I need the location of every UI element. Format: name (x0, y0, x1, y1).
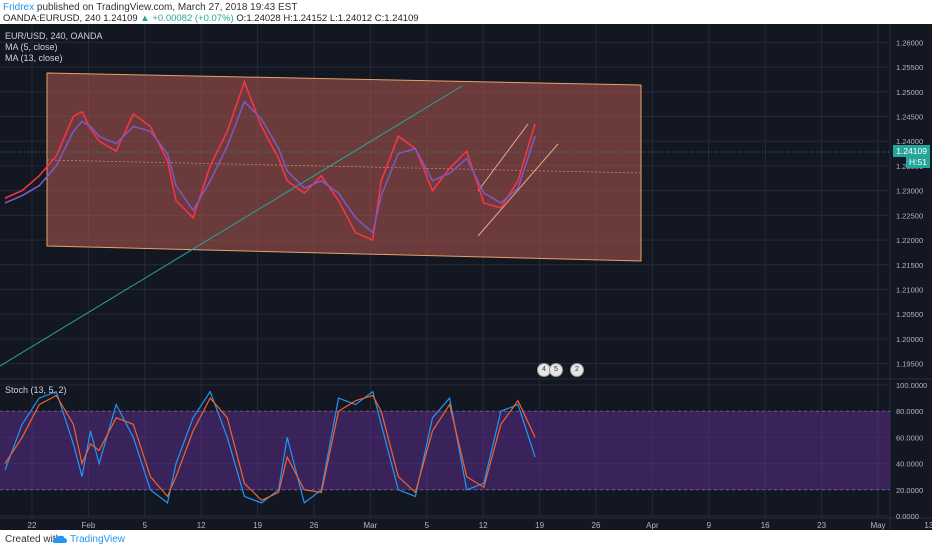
stoch-y-tick-label: 0.0000 (896, 512, 919, 521)
x-tick-label: 26 (592, 521, 601, 530)
y-tick-label: 1.24000 (896, 137, 923, 146)
chart-svg[interactable]: 22Feb5121926Mar5121926Apr91623May13:0011… (0, 24, 932, 530)
symbol-line: OANDA:EURUSD, 240 1.24109 (3, 13, 138, 24)
x-tick-label: 26 (310, 521, 319, 530)
x-tick-label: 12 (197, 521, 206, 530)
x-tick-label: 5 (425, 521, 430, 530)
y-tick-label: 1.25000 (896, 88, 923, 97)
low-value: L:1.24012 (329, 13, 373, 24)
event-flag-icon[interactable]: 4 (537, 363, 551, 377)
stoch-y-tick-label: 40.0000 (896, 460, 923, 469)
stoch-y-tick-label: 100.0000 (896, 381, 927, 390)
x-tick-label: 23 (817, 521, 826, 530)
stoch-y-tick-label: 20.0000 (896, 486, 923, 495)
x-tick-label: May (870, 521, 885, 530)
publish-header: Fridrex published on TradingView.com, Ma… (0, 0, 932, 24)
price-tag: 1.24109 (893, 145, 930, 157)
parallel-channel (46, 72, 642, 262)
x-tick-label: 16 (761, 521, 770, 530)
chart-area[interactable]: 22Feb5121926Mar5121926Apr91623May13:0011… (0, 24, 932, 530)
x-tick-label: 5 (143, 521, 148, 530)
legend-ma5[interactable]: MA (5, close) (5, 42, 58, 52)
x-tick-label: 12 (479, 521, 488, 530)
publish-line: Fridrex published on TradingView.com, Ma… (3, 2, 297, 13)
y-tick-label: 1.21500 (896, 261, 923, 270)
x-tick-label: Mar (364, 521, 378, 530)
trend-line (0, 85, 463, 367)
footer: Created with TradingView (0, 530, 932, 550)
stoch-d-line (4, 394, 536, 502)
tradingview-link[interactable]: TradingView (70, 534, 126, 545)
cloud-logo-icon (52, 535, 67, 543)
x-tick-label: 19 (535, 521, 544, 530)
y-tick-label: 1.19500 (896, 360, 923, 369)
x-tick-label: 22 (28, 521, 37, 530)
y-tick-label: 1.25500 (896, 63, 923, 72)
y-tick-label: 1.22500 (896, 211, 923, 220)
y-tick-label: 1.24500 (896, 113, 923, 122)
event-flag-icon[interactable]: 5 (549, 363, 563, 377)
y-tick-label: 1.22000 (896, 236, 923, 245)
y-tick-label: 1.21000 (896, 286, 923, 295)
stoch-band (0, 411, 890, 490)
trend-line-lower (477, 143, 559, 237)
ma5-line (4, 79, 536, 242)
ohlc-line: OANDA:EURUSD, 240 1.24109 ▲ +0.00082 (+0… (3, 13, 419, 24)
y-tick-label: 1.20500 (896, 310, 923, 319)
y-tick-label: 1.23000 (896, 187, 923, 196)
x-tick-label: 13:00 (924, 521, 932, 530)
open-value: O:1.24028 (236, 13, 281, 24)
y-tick-label: 1.20000 (896, 335, 923, 344)
x-tick-label: Apr (646, 521, 659, 530)
channel-midline (46, 159, 642, 174)
countdown-tag: H:51 (906, 156, 930, 168)
stoch-k-line (4, 390, 536, 504)
stoch-y-tick-label: 60.0000 (896, 433, 923, 442)
up-arrow-icon: ▲ (140, 13, 150, 24)
ma13-line (4, 100, 536, 235)
high-value: H:1.24152 (283, 13, 328, 24)
published-text: published on TradingView.com, March 27, … (34, 2, 298, 13)
x-tick-label: 9 (707, 521, 712, 530)
close-value: C:1.24109 (374, 13, 419, 24)
x-tick-label: Feb (82, 521, 96, 530)
x-tick-label: 19 (253, 521, 262, 530)
created-with-text: Created with (5, 534, 62, 545)
event-flag-icon[interactable]: 2 (570, 363, 584, 377)
y-tick-label: 1.26000 (896, 38, 923, 47)
author-link[interactable]: Fridrex (3, 2, 35, 13)
legend-ma13[interactable]: MA (13, close) (5, 53, 63, 63)
change-value: +0.00082 (+0.07%) (152, 13, 234, 24)
legend-symbol: EUR/USD, 240, OANDA (5, 31, 103, 41)
trend-line-upper (477, 123, 529, 192)
stoch-y-tick-label: 80.0000 (896, 407, 923, 416)
legend-stoch[interactable]: Stoch (13, 5, 2) (5, 385, 67, 395)
